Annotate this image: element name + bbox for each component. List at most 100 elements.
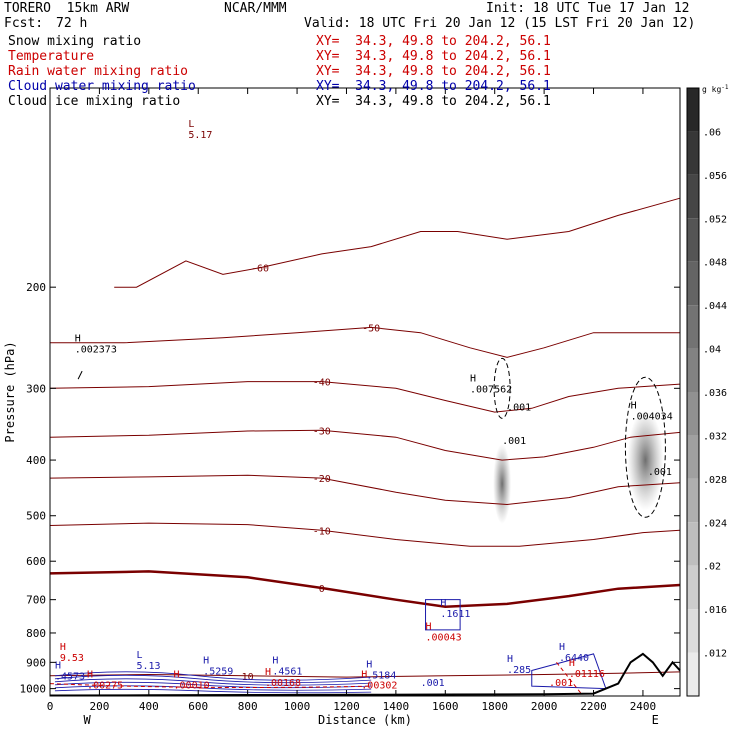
x-tick-label-1: 200 — [89, 700, 109, 713]
colorbar-swatch-5 — [687, 305, 699, 349]
extrema-labels: H.002373H.007562H.004034.001.001.001L5.1… — [55, 119, 673, 692]
y-tick-label-5: 700 — [26, 594, 46, 607]
colorbar-tick-9: .024 — [703, 518, 727, 529]
snow-value-0: .002373 — [75, 345, 117, 356]
rain-contours — [49, 662, 582, 694]
y-tick-label-4: 600 — [26, 555, 46, 568]
colorbar-tick-2: .052 — [703, 214, 727, 225]
legend-name-0: Snow mixing ratio — [8, 34, 142, 49]
temp-contour-5 — [49, 522, 681, 547]
legend-name-3: Cloud water mixing ratio — [8, 79, 196, 94]
temp-label-6: 0 — [319, 584, 325, 595]
y-tick-label-0: 200 — [26, 281, 46, 294]
x-tick-label-3: 600 — [188, 700, 208, 713]
colorbar-frame — [686, 87, 700, 697]
temp-contour-4 — [49, 474, 681, 506]
colorbar-tick-12: .012 — [703, 649, 727, 660]
x-axis-title: Distance (km) — [318, 713, 412, 727]
west-endpoint: W — [83, 713, 91, 727]
cloud-marker-6: H — [507, 654, 513, 665]
rain-value-4: .00168 — [265, 678, 301, 689]
rain-marker-0: H — [426, 622, 432, 633]
cloud-value-0: .1611 — [440, 609, 470, 620]
cloud-marker-1: H — [55, 661, 61, 672]
colorbar: .06 .056 .052 .048 .044 .04 .036 .032 .028 .024 .0… — [686, 84, 729, 697]
cloud-value-6: .285 — [507, 665, 531, 676]
x-tick-label-4: 800 — [238, 700, 258, 713]
snow-marker-1: H — [470, 373, 476, 384]
rain-value-3: .00010 — [174, 681, 210, 692]
snow-value-1: .007562 — [470, 384, 512, 395]
temp-contour-2 — [49, 381, 681, 413]
temp-label-5: -10 — [313, 526, 331, 537]
rain-marker-4: H — [265, 667, 271, 678]
temp-label-4: -20 — [313, 474, 331, 485]
rain-marker-2: H — [87, 670, 93, 681]
rain-value-6: .01116 — [569, 669, 605, 680]
legend-xy-2: XY= 34.3, 49.8 to 204.2, 56.1 — [316, 64, 551, 79]
snow-contour-2 — [624, 376, 666, 518]
colorbar-tick-10: .02 — [703, 562, 721, 573]
x-tick-label-11: 2200 — [580, 700, 607, 713]
cloud-value-5: .5184 — [366, 670, 396, 681]
snow-marker-2: H — [631, 401, 637, 412]
y-tick-label-6: 800 — [26, 627, 46, 640]
temp-label-3: -30 — [313, 426, 331, 437]
cloud-value-4: .4561 — [272, 667, 302, 678]
rain-marker-1: H — [60, 642, 66, 653]
cloud-contour-2 — [54, 678, 372, 686]
colorbar-tick-5: .04 — [703, 345, 721, 356]
x-tick-label-5: 1000 — [284, 700, 311, 713]
colorbar-tick-8: .028 — [703, 475, 727, 486]
snow-value-2: .004034 — [631, 412, 673, 423]
rain-value-2: .00275 — [87, 681, 123, 692]
cloud-marker-4: H — [272, 656, 278, 667]
cloud-value-1: .4573 — [55, 672, 85, 683]
init-time: Init: 18 UTC Tue 17 Jan 12 — [486, 1, 690, 16]
colorbar-swatch-7 — [687, 392, 699, 436]
snow-plume-1 — [493, 443, 512, 524]
x-tick-label-9: 1800 — [481, 700, 508, 713]
colorbar-swatch-12 — [687, 609, 699, 653]
colorbar-swatch-3 — [687, 218, 699, 262]
rain-value-7: .001 — [549, 678, 573, 689]
x-tick-label-8: 1600 — [432, 700, 459, 713]
fcst-label: Fcst: — [4, 16, 44, 31]
cloud-contour-0 — [54, 671, 372, 681]
snow-value-3: .001 — [507, 403, 531, 414]
cloud-value-2: 5.13 — [136, 661, 160, 672]
x-tick-label-0: 0 — [47, 700, 54, 713]
colorbar-swatch-8 — [687, 435, 699, 479]
temp-label-7: 10 — [242, 672, 254, 683]
legend-name-2: Rain water mixing ratio — [8, 64, 189, 79]
colorbar-tick-3: .048 — [703, 258, 727, 269]
colorbar-swatch-0 — [687, 88, 699, 132]
legend-xy-1: XY= 34.3, 49.8 to 204.2, 56.1 — [316, 49, 551, 64]
cloud-contour-cell — [425, 599, 461, 631]
snow-contours — [77, 357, 666, 518]
temp-contour-0 — [114, 197, 681, 288]
rain-value-0: .00043 — [426, 633, 462, 644]
snow-value-5: .001 — [648, 467, 672, 478]
rain-marker-5: H — [361, 670, 367, 681]
colorbar-swatch-10 — [687, 522, 699, 566]
colorbar-tick-11: .016 — [703, 605, 727, 616]
colorbar-unit: g kg-1 — [702, 84, 729, 95]
temp-contour-7 — [49, 671, 681, 678]
cloud-value-7: .6440 — [559, 653, 589, 664]
plot-frame — [49, 87, 681, 697]
cloud-value-8: .001 — [421, 678, 445, 689]
colorbar-swatch-9 — [687, 478, 699, 523]
snow-marker-0: H — [75, 334, 81, 345]
axes: 0 200 400 600 800 1000 1200 1400 1600 1800 2000 220… — [3, 87, 681, 727]
x-tick-label-6: 1200 — [333, 700, 360, 713]
legend-name-1: Temperature — [8, 49, 95, 64]
colorbar-tick-4: .044 — [703, 301, 727, 312]
terrain-path — [49, 652, 681, 697]
cloud-marker-3: H — [203, 656, 209, 667]
legend-xy-3: XY= 34.3, 49.8 to 204.2, 56.1 — [316, 79, 551, 94]
rain-contour-1 — [49, 683, 372, 689]
rain-value-5: .00302 — [361, 681, 397, 692]
cloud-marker-2: L — [136, 650, 142, 661]
colorbar-tick-6: .036 — [703, 388, 727, 399]
